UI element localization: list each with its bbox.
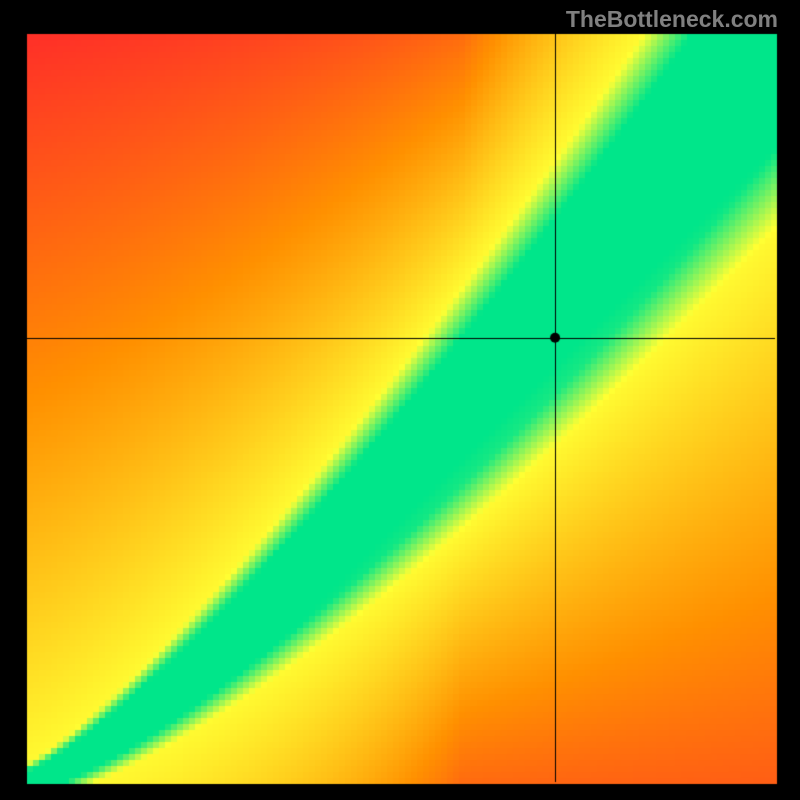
watermark-text: TheBottleneck.com	[566, 6, 778, 33]
bottleneck-heatmap-canvas	[0, 0, 800, 800]
chart-container: TheBottleneck.com	[0, 0, 800, 800]
